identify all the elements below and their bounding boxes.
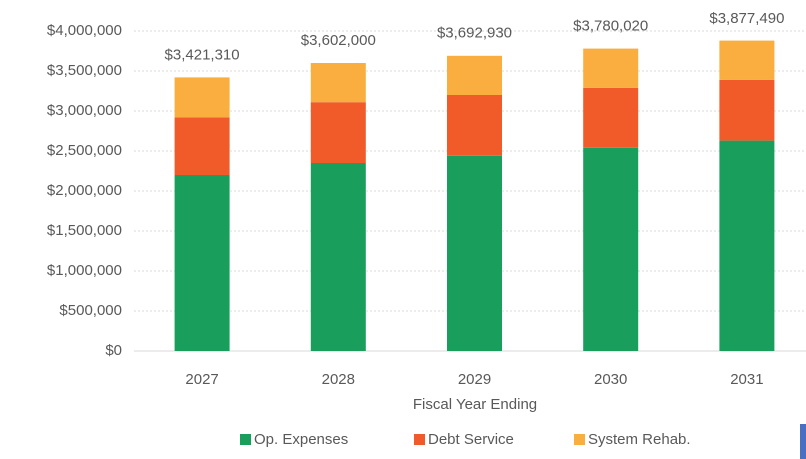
bar-segment xyxy=(174,175,230,351)
legend-swatch xyxy=(574,434,585,445)
bar-segment xyxy=(310,102,366,163)
y-tick-label: $500,000 xyxy=(59,302,122,319)
total-label: $3,421,310 xyxy=(165,46,240,63)
legend-label: System Rehab. xyxy=(588,431,691,448)
bar-segment xyxy=(583,87,639,148)
corner-widget xyxy=(800,424,806,459)
bar-segment xyxy=(447,55,502,95)
legend-swatch xyxy=(414,434,425,445)
y-tick-label: $2,000,000 xyxy=(47,182,122,199)
bar-segment xyxy=(310,63,366,103)
y-tick-label: $1,500,000 xyxy=(47,222,122,239)
bar-segment xyxy=(583,48,639,88)
x-tick-label: 2031 xyxy=(730,371,763,388)
x-tick-label: 2028 xyxy=(322,371,355,388)
bar-segment xyxy=(447,155,502,351)
x-tick-label: 2027 xyxy=(185,371,218,388)
legend-swatch xyxy=(240,434,251,445)
y-tick-label: $2,500,000 xyxy=(47,142,122,159)
y-tick-label: $3,000,000 xyxy=(47,102,122,119)
x-tick-label: 2030 xyxy=(594,371,627,388)
y-tick-label: $0 xyxy=(105,342,122,359)
y-tick-label: $1,000,000 xyxy=(47,262,122,279)
x-axis-label: Fiscal Year Ending xyxy=(413,396,537,413)
bar-segment xyxy=(174,77,230,118)
y-tick-label: $3,500,000 xyxy=(47,62,122,79)
legend-label: Debt Service xyxy=(428,431,514,448)
bar-segment xyxy=(310,163,366,351)
bar-segment xyxy=(719,140,775,351)
x-tick-label: 2029 xyxy=(458,371,491,388)
legend-label: Op. Expenses xyxy=(254,431,348,448)
bar-segment xyxy=(719,79,775,141)
total-label: $3,877,490 xyxy=(709,10,784,27)
bar-segment xyxy=(447,95,502,156)
bar-segment xyxy=(174,117,230,175)
total-label: $3,692,930 xyxy=(437,25,512,42)
bar-segment xyxy=(583,147,639,351)
total-label: $3,780,020 xyxy=(573,18,648,35)
y-tick-label: $4,000,000 xyxy=(47,22,122,39)
bar-segment xyxy=(719,40,775,80)
total-label: $3,602,000 xyxy=(301,32,376,49)
